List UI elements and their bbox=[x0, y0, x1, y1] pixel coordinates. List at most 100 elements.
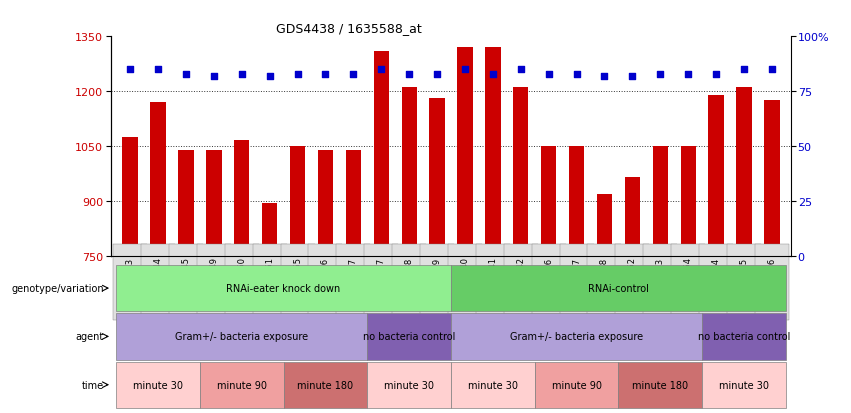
Text: minute 90: minute 90 bbox=[551, 380, 602, 390]
Text: genotype/variation: genotype/variation bbox=[11, 283, 104, 293]
Bar bbox=[569, 147, 585, 256]
Point bbox=[654, 71, 667, 78]
Title: GDS4438 / 1635588_at: GDS4438 / 1635588_at bbox=[276, 21, 422, 35]
Point bbox=[570, 71, 584, 78]
Text: GSM783346: GSM783346 bbox=[544, 257, 553, 308]
Text: Gram+/- bacteria exposure: Gram+/- bacteria exposure bbox=[175, 332, 308, 342]
Point bbox=[486, 71, 500, 78]
Text: GSM783353: GSM783353 bbox=[656, 257, 665, 308]
Bar bbox=[597, 194, 612, 256]
Text: minute 30: minute 30 bbox=[384, 380, 434, 390]
FancyBboxPatch shape bbox=[534, 362, 619, 408]
Text: GSM783347: GSM783347 bbox=[572, 257, 581, 308]
Text: GSM783351: GSM783351 bbox=[266, 257, 274, 308]
Text: GSM783355: GSM783355 bbox=[293, 257, 302, 308]
FancyBboxPatch shape bbox=[451, 313, 702, 360]
Point bbox=[123, 66, 137, 74]
Bar bbox=[485, 48, 500, 256]
Text: agent: agent bbox=[76, 332, 104, 342]
Point bbox=[403, 71, 416, 78]
Point bbox=[514, 66, 528, 74]
Point bbox=[458, 66, 471, 74]
Text: GSM783335: GSM783335 bbox=[740, 257, 749, 308]
FancyBboxPatch shape bbox=[451, 265, 785, 311]
Text: GSM783341: GSM783341 bbox=[488, 257, 497, 308]
Point bbox=[346, 71, 360, 78]
FancyBboxPatch shape bbox=[117, 362, 200, 408]
Bar bbox=[374, 52, 389, 256]
Text: GSM783338: GSM783338 bbox=[405, 257, 414, 308]
Text: GSM783345: GSM783345 bbox=[181, 257, 191, 308]
Text: GSM783334: GSM783334 bbox=[711, 257, 721, 308]
Text: GSM783343: GSM783343 bbox=[126, 257, 134, 308]
Point bbox=[765, 66, 779, 74]
Text: GSM783348: GSM783348 bbox=[600, 257, 609, 308]
Text: no bacteria control: no bacteria control bbox=[363, 332, 455, 342]
Bar bbox=[457, 48, 472, 256]
Bar bbox=[653, 147, 668, 256]
Text: minute 90: minute 90 bbox=[217, 380, 266, 390]
Text: minute 180: minute 180 bbox=[632, 380, 688, 390]
Point bbox=[682, 71, 695, 78]
Bar bbox=[123, 138, 138, 256]
Text: GSM783356: GSM783356 bbox=[321, 257, 330, 308]
Point bbox=[151, 66, 165, 74]
Text: GSM783342: GSM783342 bbox=[517, 257, 525, 308]
FancyBboxPatch shape bbox=[702, 313, 785, 360]
FancyBboxPatch shape bbox=[117, 265, 451, 311]
Bar bbox=[234, 141, 249, 256]
Bar bbox=[317, 150, 333, 256]
Text: GSM783352: GSM783352 bbox=[628, 257, 637, 308]
Bar bbox=[681, 147, 696, 256]
Point bbox=[737, 66, 751, 74]
Text: GSM783350: GSM783350 bbox=[237, 257, 246, 308]
Point bbox=[374, 66, 388, 74]
FancyBboxPatch shape bbox=[283, 362, 368, 408]
FancyBboxPatch shape bbox=[200, 362, 283, 408]
Text: Gram+/- bacteria exposure: Gram+/- bacteria exposure bbox=[510, 332, 643, 342]
Bar bbox=[290, 147, 306, 256]
Bar bbox=[402, 88, 417, 256]
Text: GSM783337: GSM783337 bbox=[377, 257, 386, 308]
Point bbox=[431, 71, 444, 78]
FancyBboxPatch shape bbox=[117, 313, 368, 360]
Point bbox=[542, 71, 556, 78]
FancyBboxPatch shape bbox=[368, 313, 451, 360]
Bar bbox=[736, 88, 751, 256]
Bar bbox=[513, 88, 528, 256]
Text: GSM783336: GSM783336 bbox=[768, 257, 776, 308]
Text: GSM783354: GSM783354 bbox=[683, 257, 693, 308]
Bar bbox=[151, 103, 166, 256]
Text: minute 30: minute 30 bbox=[468, 380, 518, 390]
Point bbox=[180, 71, 193, 78]
Point bbox=[291, 71, 305, 78]
Point bbox=[263, 73, 277, 80]
Point bbox=[709, 71, 722, 78]
Bar bbox=[179, 150, 194, 256]
FancyBboxPatch shape bbox=[619, 362, 702, 408]
Point bbox=[597, 73, 611, 80]
Point bbox=[207, 73, 220, 80]
Text: GSM783344: GSM783344 bbox=[153, 257, 163, 308]
Text: GSM783357: GSM783357 bbox=[349, 257, 358, 308]
Text: minute 30: minute 30 bbox=[719, 380, 769, 390]
Bar bbox=[262, 203, 277, 256]
Point bbox=[235, 71, 248, 78]
Bar bbox=[206, 150, 221, 256]
Point bbox=[318, 71, 332, 78]
Text: minute 30: minute 30 bbox=[133, 380, 183, 390]
Bar bbox=[625, 178, 640, 256]
Text: RNAi-control: RNAi-control bbox=[588, 283, 648, 293]
FancyBboxPatch shape bbox=[451, 362, 534, 408]
FancyBboxPatch shape bbox=[702, 362, 785, 408]
Bar bbox=[430, 99, 445, 256]
Bar bbox=[541, 147, 557, 256]
Text: GSM783349: GSM783349 bbox=[209, 257, 219, 308]
Text: RNAi-eater knock down: RNAi-eater knock down bbox=[226, 283, 340, 293]
Text: GSM783339: GSM783339 bbox=[432, 257, 442, 308]
Text: minute 180: minute 180 bbox=[297, 380, 353, 390]
Bar bbox=[346, 150, 361, 256]
Text: time: time bbox=[82, 380, 104, 390]
FancyBboxPatch shape bbox=[368, 362, 451, 408]
Bar bbox=[708, 95, 723, 256]
